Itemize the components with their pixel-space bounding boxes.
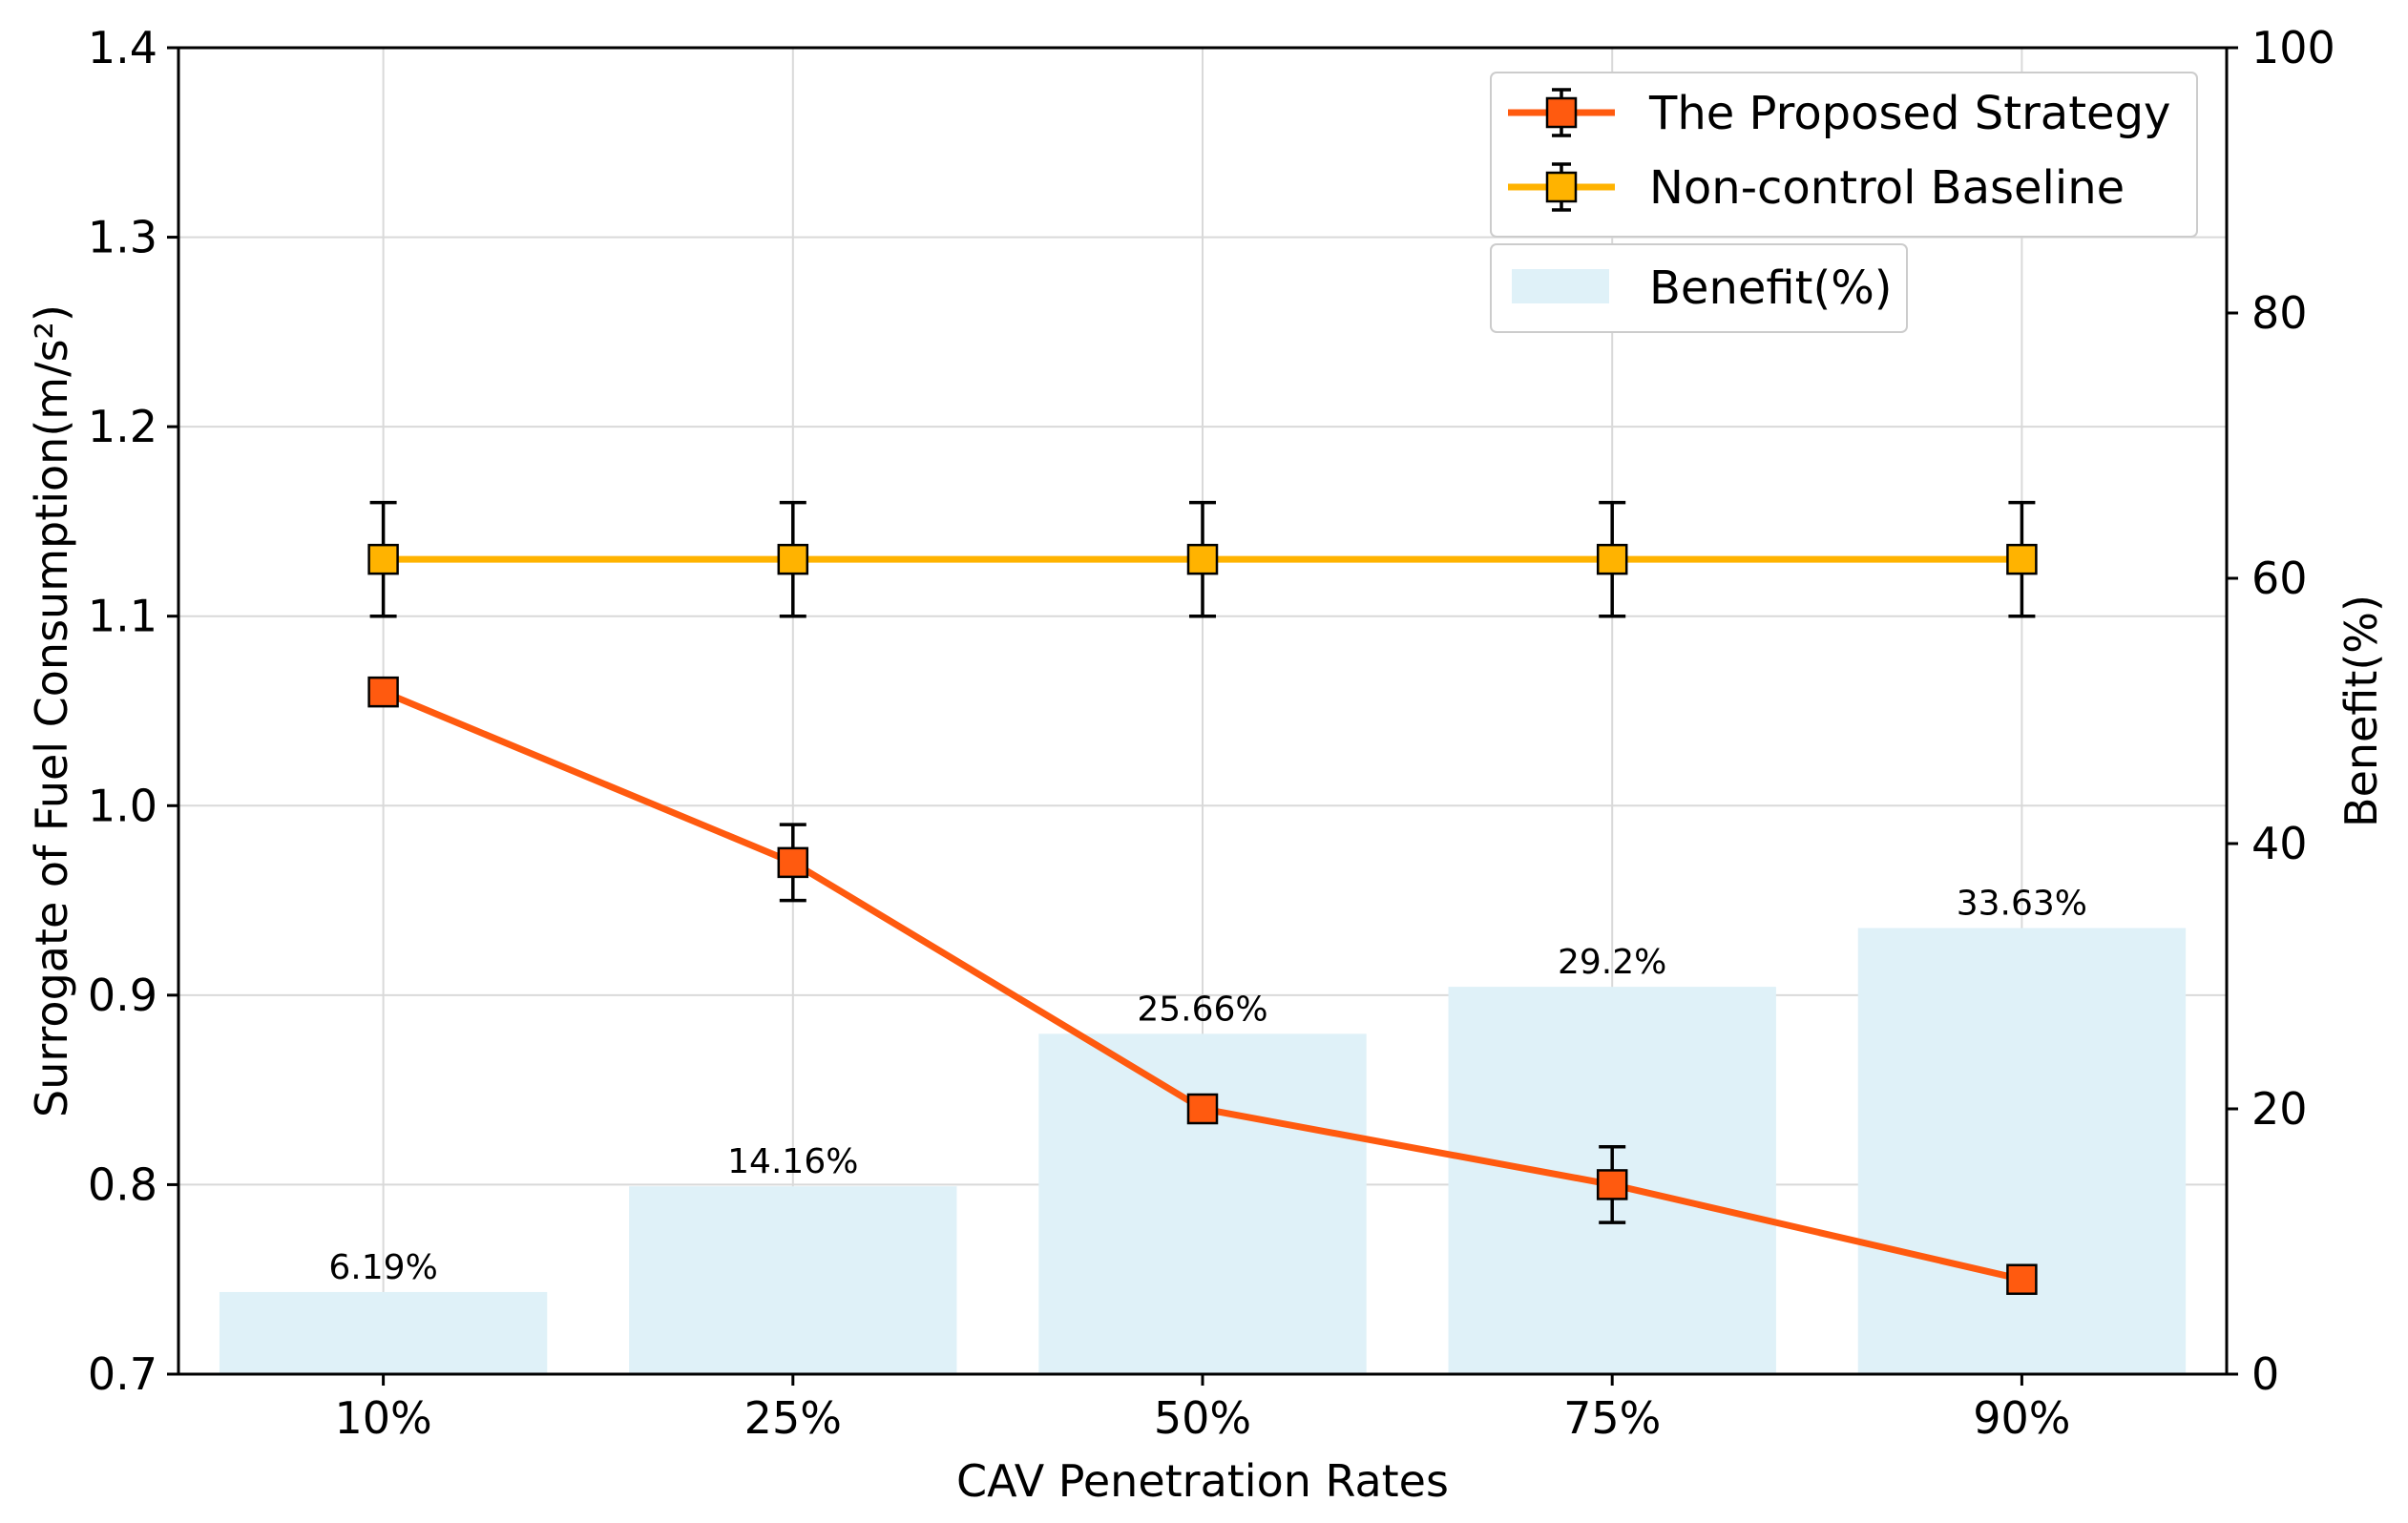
legend-box-bars	[1490, 243, 1908, 333]
left-y-tick-label-2: 0.9	[88, 970, 157, 1021]
marker-0-0	[367, 676, 399, 708]
x-tick-label-2: 50%	[1154, 1392, 1251, 1444]
x-tick-label-0: 10%	[334, 1392, 431, 1444]
right-y-tick-label-0: 0	[2251, 1348, 2279, 1400]
series-1	[367, 500, 2038, 618]
benefit-bars	[219, 928, 2187, 1374]
benefit-bar-4	[1857, 928, 2187, 1374]
benefit-bar-0	[219, 1291, 548, 1374]
left-y-tick-label-5: 1.2	[88, 401, 157, 452]
bar-value-label-2: 25.66%	[1137, 990, 1267, 1029]
marker-0-3	[1596, 1169, 1628, 1200]
legend-lines: The Proposed Strategy Non-control Baseli…	[1490, 72, 2198, 238]
legend-swatch-baseline	[1508, 162, 1615, 212]
benefit-bar-1	[629, 1186, 957, 1374]
x-axis-label: CAV Penetration Rates	[956, 1455, 1449, 1507]
left-y-tick-label-0: 0.7	[88, 1348, 157, 1400]
right-y-tick-label-5: 100	[2251, 22, 2335, 73]
legend-label-benefit: Benefit(%)	[1649, 261, 1893, 315]
x-ticks: 10% 25% 50% 75% 90%	[334, 1374, 2071, 1444]
left-y-tick-label-1: 0.8	[88, 1158, 157, 1210]
legend-label-proposed: The Proposed Strategy	[1648, 87, 2170, 140]
legend-swatch-proposed	[1508, 88, 1615, 137]
right-y-tick-label-1: 20	[2251, 1083, 2308, 1135]
marker-1-2	[1186, 543, 1219, 575]
bar-value-label-3: 29.2%	[1558, 943, 1666, 982]
left-y-tick-label-4: 1.1	[88, 591, 157, 642]
x-tick-label-1: 25%	[744, 1392, 842, 1444]
bar-value-label-4: 33.63%	[1957, 885, 2087, 924]
marker-0-2	[1186, 1093, 1219, 1125]
benefit-bar-2	[1038, 1033, 1367, 1374]
right-y-ticks: 0 20 40 60 80 100	[2227, 22, 2335, 1400]
marker-0-1	[777, 846, 809, 879]
line-series	[367, 500, 2038, 1295]
left-y-tick-label-6: 1.3	[88, 212, 157, 263]
legend-swatch-benefit	[1512, 269, 1609, 303]
bar-value-label-0: 6.19%	[328, 1248, 437, 1287]
right-y-tick-label-3: 60	[2251, 553, 2308, 604]
legend-box-lines	[1490, 72, 2198, 238]
left-y-axis-label: Surrogate of Fuel Consumption(m/s²)	[26, 304, 77, 1117]
marker-1-3	[1596, 543, 1628, 575]
marker-1-4	[2006, 543, 2038, 575]
left-y-tick-label-3: 1.0	[88, 780, 157, 831]
bar-value-label-1: 14.16%	[727, 1142, 858, 1181]
left-y-tick-label-7: 1.4	[88, 22, 157, 73]
marker-1-1	[777, 543, 809, 575]
series-0	[367, 676, 2038, 1295]
legend-entry-proposed: The Proposed Strategy	[1508, 87, 2170, 140]
marker-1-0	[367, 543, 399, 575]
legend-swatch-marker-1	[1545, 171, 1578, 203]
x-tick-label-3: 75%	[1563, 1392, 1661, 1444]
legend-bars: Benefit(%)	[1490, 243, 1908, 333]
legend-swatch-marker-0	[1545, 96, 1578, 129]
marker-0-4	[2006, 1263, 2038, 1295]
right-y-tick-label-4: 80	[2251, 287, 2308, 339]
legend-label-baseline: Non-control Baseline	[1649, 161, 2125, 215]
right-y-tick-label-2: 40	[2251, 818, 2308, 869]
right-y-axis-label: Benefit(%)	[2335, 595, 2387, 827]
bar-labels: 6.19% 14.16% 25.66% 29.2% 33.63%	[328, 885, 2087, 1287]
x-tick-label-4: 90%	[1973, 1392, 2070, 1444]
left-y-ticks: 0.7 0.8 0.9 1.0 1.1 1.2 1.3 1.4	[88, 22, 178, 1400]
legend-entry-baseline: Non-control Baseline	[1508, 161, 2125, 215]
